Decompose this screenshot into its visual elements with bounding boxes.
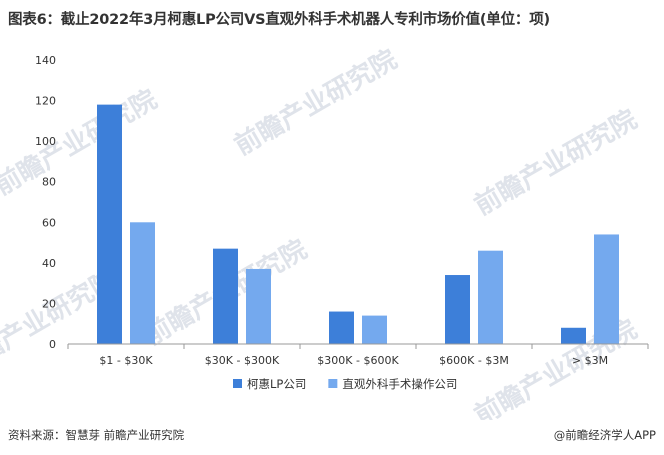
bar-chart: 前瞻产业研究院前瞻产业研究院前瞻产业研究院前瞻产业研究院前瞻产业研究院前瞻产业研…	[0, 44, 649, 420]
legend-swatch	[328, 379, 338, 388]
bars	[97, 104, 619, 344]
y-tick-label: 40	[42, 257, 56, 270]
y-tick-label: 140	[35, 54, 56, 67]
watermark-text: 前瞻产业研究院	[229, 44, 402, 162]
bar-2	[362, 315, 387, 344]
x-tick-label: $300K - $600K	[317, 354, 399, 367]
y-tick-label: 60	[42, 216, 56, 229]
x-tick-label: $600K - $3M	[439, 354, 509, 367]
bar-2	[478, 250, 503, 344]
x-tick-label: $30K - $300K	[205, 354, 280, 367]
watermark-text: 前瞻产业研究院	[0, 84, 162, 202]
y-tick-label: 120	[35, 95, 56, 108]
bar-1	[445, 275, 470, 344]
x-axis: $1 - $30K $30K - $300K $300K - $600K $600K …	[67, 343, 649, 367]
x-tick-label: $1 - $30K	[99, 354, 153, 367]
watermark-text: 前瞻产业研究院	[469, 104, 642, 222]
y-tick-label: 20	[42, 297, 56, 310]
bar-2	[594, 234, 619, 344]
y-tick-label: 80	[42, 176, 56, 189]
legend: 柯惠LP公司 直观外科手术操作公司	[233, 377, 457, 391]
bar-1	[213, 248, 238, 344]
bar-2	[130, 222, 155, 344]
legend-swatch	[233, 379, 242, 388]
brand-credit: @前瞻经济学人APP	[553, 428, 656, 442]
bar-2	[246, 268, 271, 344]
y-tick-label: 100	[35, 135, 56, 148]
bar-1	[561, 327, 586, 344]
x-tick-label: > $3M	[572, 354, 608, 367]
legend-label: 柯惠LP公司	[247, 377, 306, 391]
chart-title: 图表6：截止2022年3月柯惠LP公司VS直观外科手术机器人专利市场价值(单位：…	[8, 12, 550, 28]
bar-1	[329, 311, 354, 344]
source-note: 资料来源：智慧芽 前瞻产业研究院	[8, 428, 185, 442]
y-tick-label: 0	[49, 338, 56, 351]
legend-label: 直观外科手术操作公司	[342, 377, 457, 391]
bar-1	[97, 104, 122, 344]
y-axis: 0 20 40 60 80 100 120 140	[35, 54, 56, 351]
